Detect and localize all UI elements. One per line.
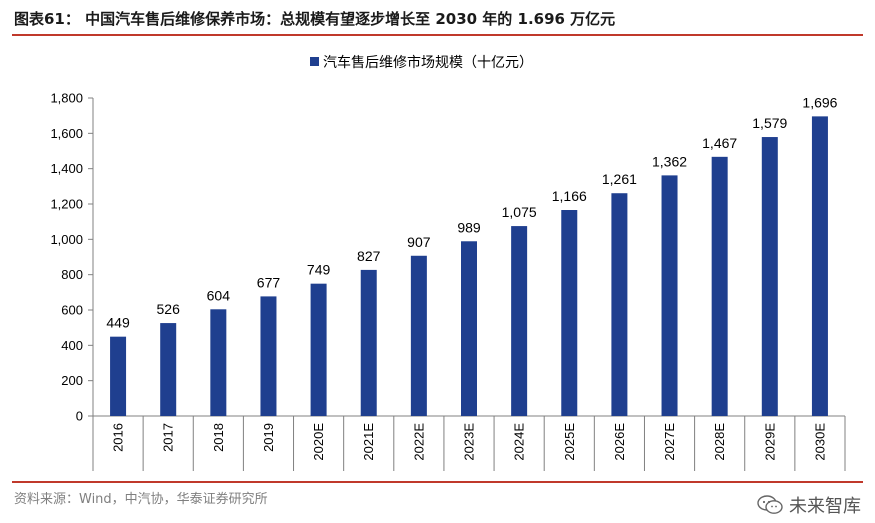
legend-swatch [310, 57, 319, 66]
x-tick-label: 2030E [812, 423, 827, 461]
x-tick-label: 2029E [762, 423, 777, 461]
bar-value-label: 449 [106, 315, 130, 331]
bar-value-label: 604 [207, 287, 231, 303]
bar [461, 241, 477, 416]
y-tick-label: 1,800 [50, 91, 83, 106]
y-tick-label: 800 [61, 267, 83, 282]
legend-label: 汽车售后维修市场规模（十亿元） [323, 54, 533, 71]
y-tick-label: 1,200 [50, 197, 83, 212]
bar-value-label: 677 [257, 274, 281, 290]
bar-value-label: 1,579 [752, 115, 787, 131]
bar [210, 309, 227, 416]
x-tick-label: 2023E [462, 423, 477, 461]
bar [260, 296, 277, 416]
x-axis: 2016 2017 2018 2019 2020E 2021E 2022E 2023E 2024… [92, 415, 846, 471]
bar [110, 336, 127, 416]
bar-value-label: 1,261 [602, 171, 637, 187]
y-tick-label: 200 [61, 373, 83, 388]
x-tick-label: 2020E [311, 423, 326, 461]
source-note: 资料来源：Wind，中汽协，华泰证券研究所 [14, 492, 268, 507]
bar-value-label: 1,467 [702, 135, 737, 151]
y-tick-label: 1,400 [50, 161, 83, 176]
x-tick-label: 2025E [562, 423, 577, 461]
chat-bubbles-icon [757, 495, 783, 514]
bar-value-label: 907 [407, 234, 431, 250]
bar [360, 269, 377, 416]
data-labels: 449 526 604 677 749 827 907 989 1,075 1,166 1,261 1… [106, 94, 837, 330]
x-tick-label: 2021E [361, 423, 376, 461]
legend: 汽车售后维修市场规模（十亿元） [310, 54, 533, 71]
y-tick-label: 1,600 [50, 126, 83, 141]
y-axis: 0 200 400 600 800 1,000 1,200 1,400 1,600 1,800 [50, 91, 94, 424]
title-rule [12, 34, 863, 36]
y-tick-label: 400 [61, 338, 83, 353]
bar-value-label: 1,696 [802, 94, 837, 110]
y-tick-label: 600 [61, 303, 83, 318]
x-tick-label: 2026E [612, 423, 627, 461]
bar-value-label: 749 [307, 262, 331, 278]
bar-value-label: 1,075 [502, 204, 537, 220]
source-rule [12, 481, 863, 483]
watermark-text: 未来智库 [789, 496, 861, 517]
bar [811, 116, 828, 416]
bar [561, 210, 578, 416]
x-tick-label: 2022E [411, 423, 426, 461]
x-tick-label: 2019 [261, 423, 276, 452]
bars [110, 116, 828, 416]
x-tick-label: 2027E [662, 423, 677, 461]
bar [611, 193, 628, 416]
bar-value-label: 827 [357, 248, 381, 264]
bar-value-label: 1,362 [652, 153, 687, 169]
y-tick-label: 1,000 [50, 232, 83, 247]
watermark: 未来智库 [757, 492, 861, 518]
bar [511, 226, 528, 416]
x-tick-label: 2018 [211, 423, 226, 452]
x-tick-label: 2017 [161, 423, 176, 452]
figure-title: 图表61： 中国汽车售后维修保养市场：总规模有望逐步增长至 2030 年的 1.… [14, 10, 616, 28]
bar [160, 323, 177, 416]
bar-value-label: 526 [157, 301, 181, 317]
bar-chart: 汽车售后维修市场规模（十亿元） 0 200 400 600 800 1,000 1,200 1… [50, 54, 846, 471]
bar [761, 137, 778, 416]
bar [410, 255, 427, 416]
y-tick-label: 0 [76, 409, 83, 424]
bar [711, 156, 728, 416]
bar [310, 283, 327, 416]
x-tick-label: 2028E [712, 423, 727, 461]
bar-value-label: 1,166 [552, 188, 587, 204]
x-tick-label: 2024E [512, 423, 527, 461]
bar [661, 175, 678, 416]
x-tick-label: 2016 [111, 423, 126, 452]
bar-value-label: 989 [457, 219, 481, 235]
